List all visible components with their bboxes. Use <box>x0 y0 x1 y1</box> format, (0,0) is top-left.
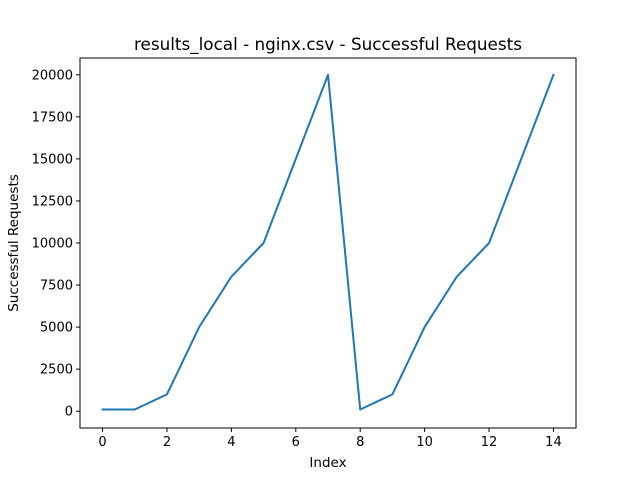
x-tick-label: 14 <box>545 435 562 450</box>
y-tick-label: 2500 <box>40 363 73 378</box>
y-tick-label: 12500 <box>32 194 73 209</box>
plot-area <box>101 73 555 411</box>
axes-frame <box>79 57 577 429</box>
x-tick-label: 0 <box>98 435 106 450</box>
chart-title: results_local - nginx.csv - Successful R… <box>134 34 522 55</box>
x-tick-label: 12 <box>481 435 498 450</box>
y-tick-label: 17500 <box>32 110 73 125</box>
x-tick-label: 2 <box>163 435 171 450</box>
x-axis: 0 2 4 6 8 10 12 14 <box>98 428 562 450</box>
y-axis: 0 2500 5000 7500 10000 12500 15000 17500 20000 <box>32 68 80 420</box>
y-tick-label: 20000 <box>32 68 73 83</box>
y-tick-label: 5000 <box>40 321 73 336</box>
x-axis-label: Index <box>309 455 346 471</box>
x-tick-label: 8 <box>356 435 364 450</box>
x-tick-label: 6 <box>292 435 300 450</box>
y-tick-label: 15000 <box>32 152 73 167</box>
y-tick-label: 7500 <box>40 279 73 294</box>
y-tick-label: 10000 <box>32 237 73 252</box>
x-tick-label: 10 <box>416 435 433 450</box>
x-tick-label: 4 <box>227 435 235 450</box>
y-axis-label: Successful Requests <box>6 174 22 312</box>
series-line <box>101 73 555 411</box>
y-tick-label: 0 <box>65 405 73 420</box>
